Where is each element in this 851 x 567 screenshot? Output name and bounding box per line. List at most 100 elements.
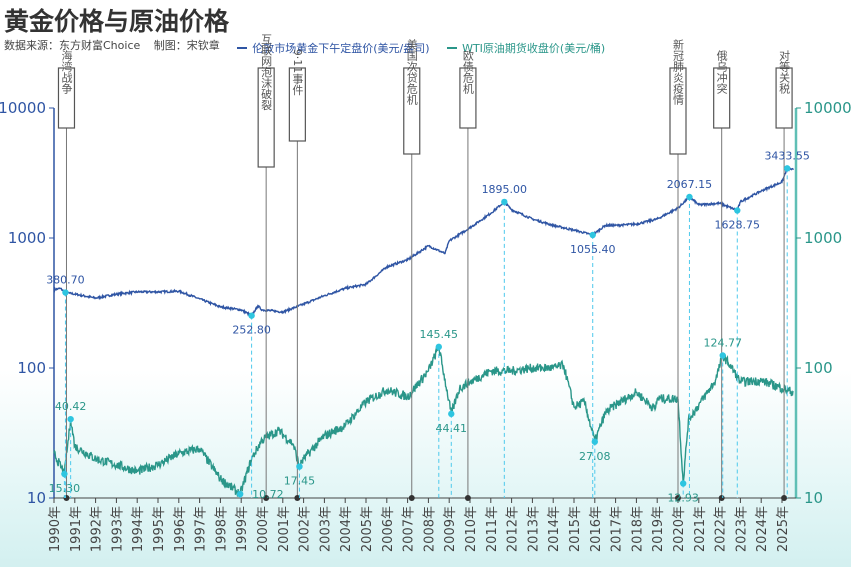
x-tick-label: 2025年 xyxy=(776,506,791,552)
annotation-marker xyxy=(236,490,244,498)
x-tick-label: 2004年 xyxy=(339,506,354,552)
legend-oil[interactable]: WTI原油期货收盘价(美元/桶) xyxy=(447,40,605,56)
annotation-marker xyxy=(686,193,693,201)
x-tick-label: 2022年 xyxy=(714,506,729,552)
annotation-marker xyxy=(734,207,741,214)
x-tick-label: 2018年 xyxy=(630,506,645,552)
annotation-marker xyxy=(62,289,69,296)
annotation-marker xyxy=(680,480,687,487)
annotation-label: 17.45 xyxy=(284,475,316,488)
legend-oil-swatch xyxy=(447,47,458,49)
x-tick-label: 2024年 xyxy=(755,506,770,552)
x-tick-label: 2002年 xyxy=(298,506,313,552)
x-tick-label: 2023年 xyxy=(734,506,749,552)
event-label: 9·11事件 xyxy=(291,49,304,96)
event-label: 对等关税 xyxy=(778,49,791,94)
event-label-box xyxy=(775,67,793,129)
x-tick-label: 2011年 xyxy=(485,506,500,552)
x-tick-label: 1998年 xyxy=(214,506,229,552)
event-axis-dot xyxy=(781,495,788,501)
x-tick-label: 1997年 xyxy=(194,506,209,552)
annotation-marker xyxy=(435,343,442,351)
left-tick-label: 100 xyxy=(17,359,46,377)
annotation-label: 3433.55 xyxy=(764,149,810,162)
x-tick-label: 2010年 xyxy=(464,506,479,552)
legend-gold-label: 伦敦市场黄金下午定盘价(美元/盎司) xyxy=(252,42,430,55)
x-tick-label: 2008年 xyxy=(422,506,437,552)
x-tick-label: 2006年 xyxy=(381,506,396,552)
annotation-label: 1895.00 xyxy=(482,183,528,196)
author-note: 制图：宋钦章 xyxy=(153,39,220,52)
right-tick-label: 1000 xyxy=(804,229,842,247)
annotation-label: 10.72 xyxy=(252,488,284,501)
event-label-box xyxy=(669,67,687,155)
annotation-marker xyxy=(61,470,68,478)
oil-price-line xyxy=(53,346,794,497)
x-tick-label: 2020年 xyxy=(672,506,687,552)
annotation-label: 2067.15 xyxy=(667,178,713,191)
event-label: 美国次贷危机 xyxy=(405,39,418,105)
annotation-marker xyxy=(296,463,303,470)
x-tick-label: 2016年 xyxy=(589,506,604,552)
x-tick-label: 2001年 xyxy=(277,506,292,552)
x-tick-label: 2000年 xyxy=(256,506,271,552)
annotation-label: 12.93 xyxy=(667,491,699,504)
event-axis-dot xyxy=(675,495,681,501)
x-tick-label: 1991年 xyxy=(69,506,84,552)
annotation-label: 40.42 xyxy=(55,400,87,413)
annotation-marker xyxy=(448,410,455,418)
event-label-box xyxy=(288,67,306,142)
source-note: 数据来源：东方财富Choice xyxy=(4,39,141,52)
x-tick-label: 1995年 xyxy=(152,506,167,552)
event-axis-dot xyxy=(718,495,725,501)
legend-gold-swatch xyxy=(237,47,248,49)
x-tick-label: 1993年 xyxy=(110,506,125,552)
subtitle-row: 数据来源：东方财富Choice 制图：宋钦章 伦敦市场黄金下午定盘价(美元/盎司… xyxy=(4,37,615,56)
x-tick-label: 1990年 xyxy=(48,506,63,552)
event-label: 俄乌冲突 xyxy=(715,50,728,94)
x-tick-label: 2003年 xyxy=(318,506,333,552)
annotation-label: 145.45 xyxy=(420,328,459,341)
x-tick-label: 2019年 xyxy=(651,506,666,552)
event-label: 欧债危机 xyxy=(461,50,474,94)
event-label-box xyxy=(57,67,76,129)
event-label-box xyxy=(403,67,421,155)
x-tick-label: 1992年 xyxy=(90,506,105,552)
event-axis-dot xyxy=(464,495,471,501)
x-tick-label: 1999年 xyxy=(235,506,250,552)
event-axis-dot xyxy=(294,495,301,501)
legend-oil-label: WTI原油期货收盘价(美元/桶) xyxy=(462,42,606,55)
x-tick-label: 2005年 xyxy=(360,506,375,552)
annotation-label: 44.41 xyxy=(436,422,468,435)
annotation-label: 252.80 xyxy=(232,324,271,337)
x-tick-label: 2013年 xyxy=(526,506,541,552)
x-tick-label: 2014年 xyxy=(547,506,562,552)
x-tick-label: 2012年 xyxy=(506,506,521,552)
x-tick-label: 2015年 xyxy=(568,506,583,552)
x-tick-label: 1996年 xyxy=(173,506,188,552)
annotation-marker xyxy=(589,231,596,239)
annotation-label: 27.08 xyxy=(579,450,611,463)
annotation-label: 1628.75 xyxy=(715,218,761,231)
event-label: 新冠肺炎疫情 xyxy=(672,38,685,106)
left-tick-label: 10000 xyxy=(0,99,46,117)
event-label-box xyxy=(257,67,275,168)
legend-gold[interactable]: 伦敦市场黄金下午定盘价(美元/盎司) xyxy=(237,40,430,56)
x-tick-label: 2021年 xyxy=(693,506,708,552)
event-label-box xyxy=(459,67,477,129)
annotation-label: 1055.40 xyxy=(570,243,616,256)
event-label-box xyxy=(713,67,731,129)
chart-title: 黄金价格与原油价格 xyxy=(4,7,230,36)
right-tick-label: 10 xyxy=(804,489,823,507)
annotation-marker xyxy=(248,312,255,319)
annotation-label: 380.70 xyxy=(46,274,85,287)
event-label: 互联网泡沫破裂 xyxy=(260,34,273,112)
annotation-marker xyxy=(784,165,791,172)
annotation-label: 15.30 xyxy=(49,482,81,495)
annotation-marker xyxy=(67,415,74,423)
left-tick-label: 1000 xyxy=(8,229,46,247)
annotation-label: 124.77 xyxy=(703,337,742,350)
left-tick-label: 10 xyxy=(27,489,46,507)
annotation-marker xyxy=(501,198,508,206)
